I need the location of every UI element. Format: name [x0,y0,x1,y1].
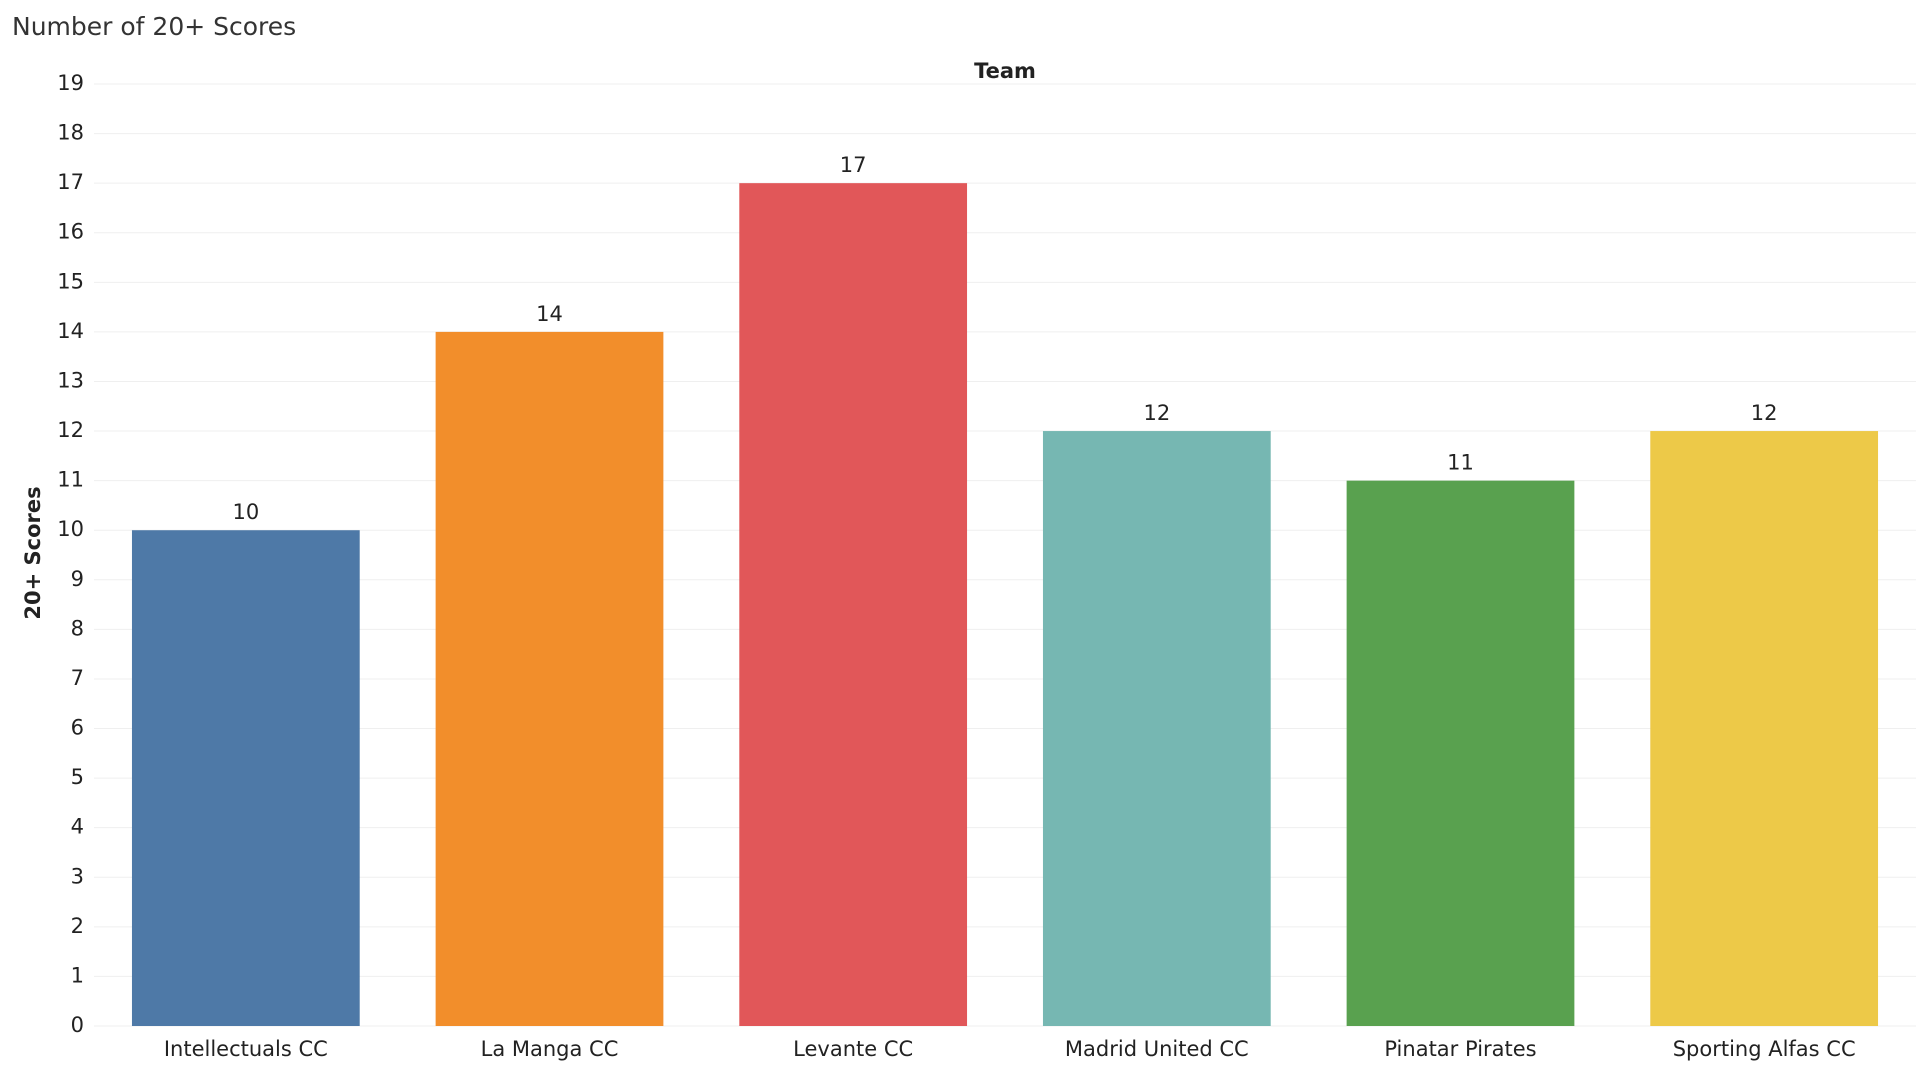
y-tick-label: 5 [71,765,84,789]
y-tick-label: 9 [71,567,84,591]
y-tick-label: 16 [57,220,84,244]
x-tick-label: Pinatar Pirates [1384,1037,1536,1061]
y-tick-label: 13 [57,368,84,392]
x-axis-title: Team [974,59,1036,83]
y-tick-label: 18 [57,121,84,145]
bar [1042,431,1271,1027]
value-label: 12 [1751,401,1778,425]
y-tick-label: 8 [71,616,84,640]
y-tick-label: 10 [57,517,84,541]
value-label: 11 [1447,451,1474,475]
x-tick-label: Intellectuals CC [164,1037,328,1061]
bar [1346,480,1575,1026]
y-tick-label: 11 [57,468,84,492]
y-tick-label: 6 [71,716,84,740]
chart-title: Number of 20+ Scores [12,12,296,41]
bar [1650,431,1879,1027]
value-label: 17 [840,153,867,177]
y-tick-label: 0 [71,1013,84,1037]
y-tick-label: 7 [71,666,84,690]
y-tick-label: 2 [71,914,84,938]
bar [435,331,664,1026]
value-label: 10 [232,500,259,524]
value-label: 14 [536,302,563,326]
y-tick-label: 14 [57,319,84,343]
y-tick-label: 1 [71,963,84,987]
y-tick-label: 19 [57,71,84,95]
x-tick-label: Levante CC [793,1037,913,1061]
y-axis-title: 20+ Scores [21,486,45,619]
x-tick-label: Madrid United CC [1065,1037,1249,1061]
value-label: 12 [1143,401,1170,425]
x-tick-label: Sporting Alfas CC [1673,1037,1856,1061]
y-tick-label: 17 [57,170,84,194]
y-tick-label: 12 [57,418,84,442]
bar [739,183,968,1026]
x-tick-label: La Manga CC [481,1037,619,1061]
y-tick-label: 4 [71,815,84,839]
y-tick-label: 3 [71,864,84,888]
bar [131,530,360,1026]
y-tick-label: 15 [57,269,84,293]
